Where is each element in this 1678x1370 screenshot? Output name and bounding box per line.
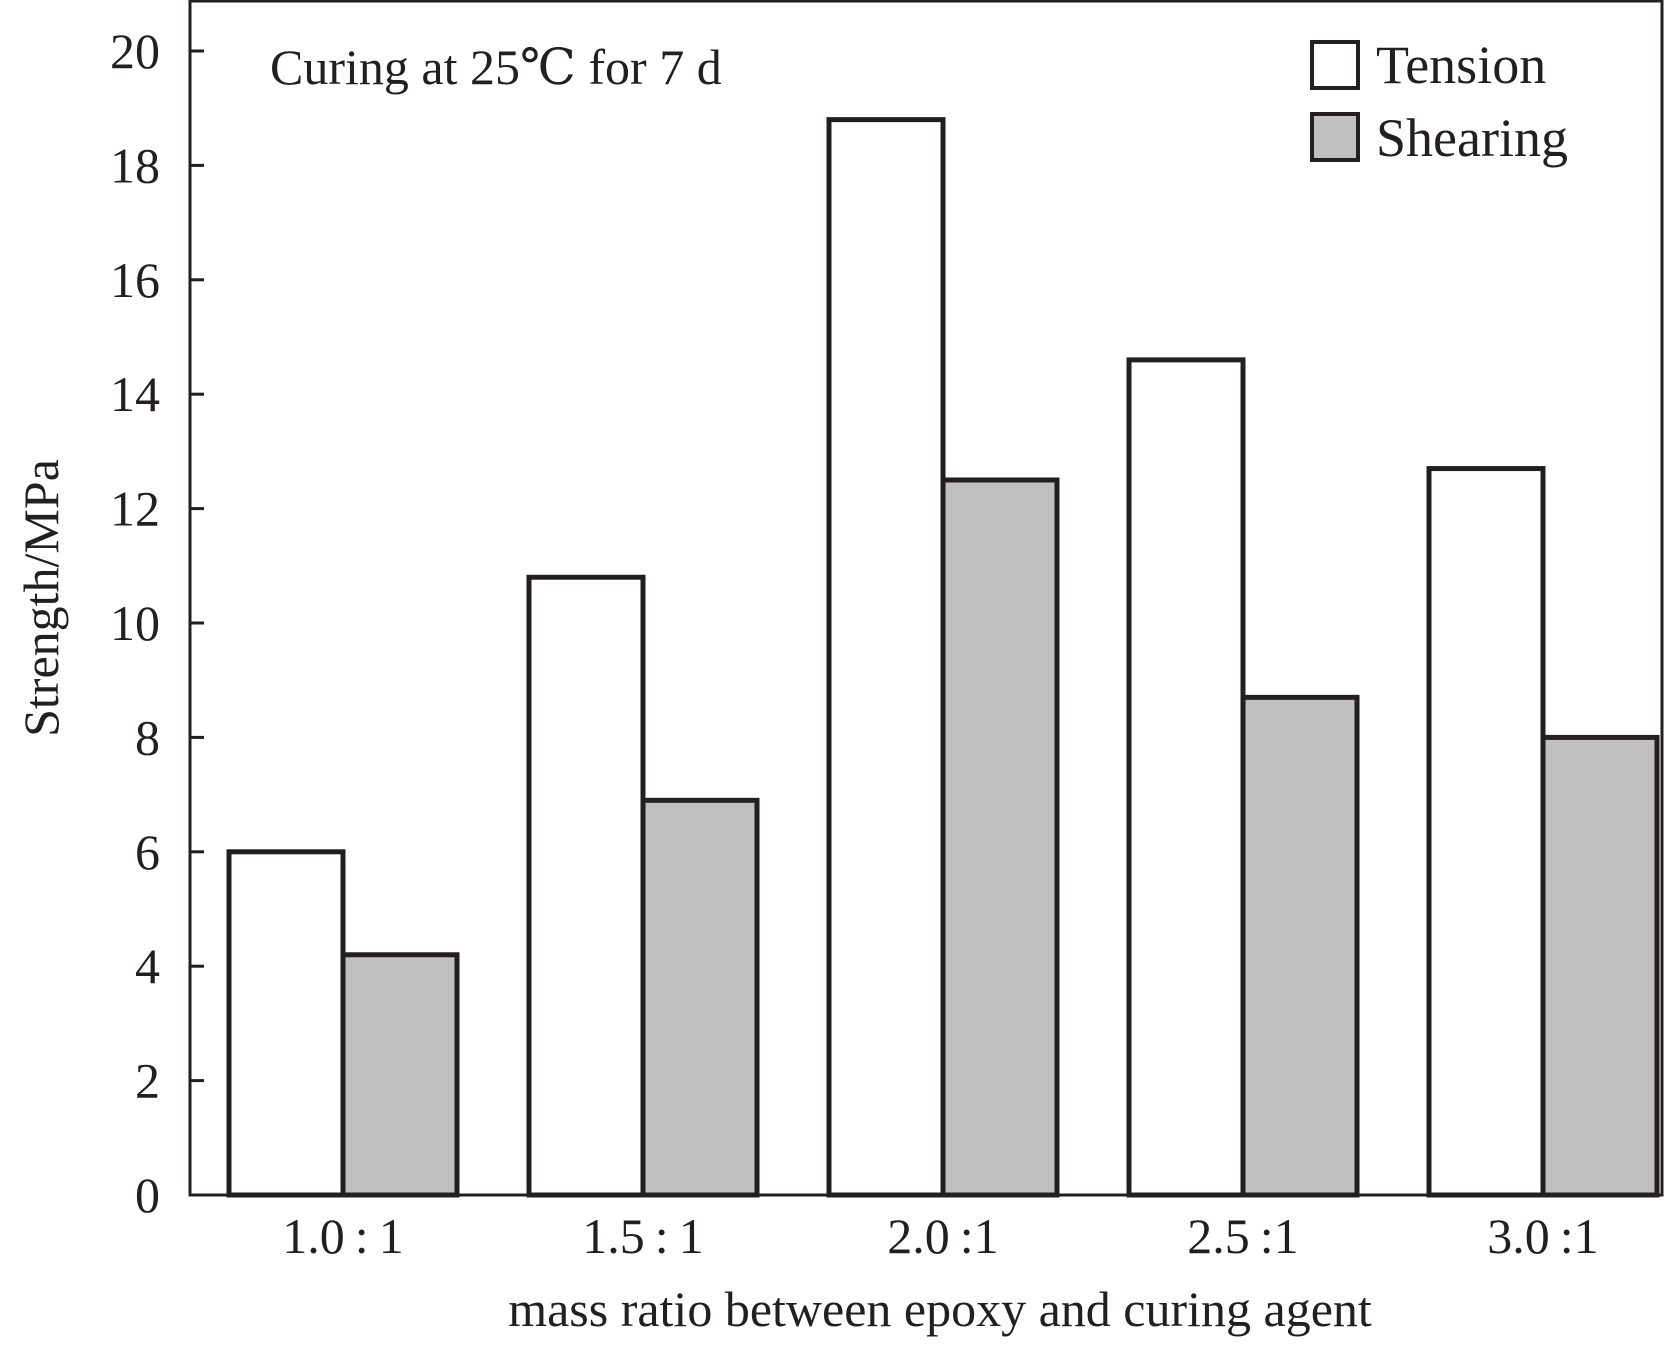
legend-label-tension: Tension [1376,35,1546,95]
bars-group [226,117,1660,1198]
x-tick-label: 2.0 :1 [887,1208,998,1264]
y-tick-label: 8 [135,709,160,765]
x-tick-label: 1.0 : 1 [282,1208,403,1264]
legend: Tension Shearing [1310,35,1568,168]
bar-tension-1 [226,849,346,1198]
bar-shearing-5 [1540,734,1660,1198]
y-tick-label: 14 [110,366,160,422]
y-tick-label: 2 [135,1053,160,1109]
bar-tension-2 [526,574,646,1198]
chart-annotation: Curing at 25℃ for 7 d [270,39,722,95]
bar-shearing-4 [1240,694,1360,1198]
bar-shearing-1 [340,952,460,1198]
legend-swatch-shearing [1310,112,1360,162]
y-tick-label: 6 [135,824,160,880]
bar-tension-4 [1126,357,1246,1198]
y-tick-label: 0 [135,1167,160,1223]
y-tick-label: 20 [110,23,160,79]
y-tick-label: 10 [110,595,160,651]
y-axis: 0 2 4 6 8 10 12 14 16 18 20 [110,23,204,1223]
bar-shearing-3 [940,477,1060,1198]
y-tick-label: 12 [110,481,160,537]
x-tick-label: 1.5 : 1 [582,1208,703,1264]
y-tick-label: 4 [135,938,160,994]
y-tick-label: 16 [110,252,160,308]
y-tick-label: 18 [110,137,160,193]
x-axis-title: mass ratio between epoxy and curing agen… [508,1281,1372,1337]
x-tick-label: 3.0 :1 [1487,1208,1598,1264]
x-tick-label: 2.5 :1 [1187,1208,1298,1264]
y-axis-title: Strength/MPa [13,459,69,737]
x-axis: 1.0 : 1 1.5 : 1 2.0 :1 2.5 :1 3.0 :1 [282,1208,1598,1264]
bar-tension-5 [1426,466,1546,1198]
bar-shearing-2 [640,797,760,1198]
legend-swatch-tension [1310,40,1360,90]
bar-tension-3 [826,117,946,1198]
legend-label-shearing: Shearing [1376,108,1568,168]
